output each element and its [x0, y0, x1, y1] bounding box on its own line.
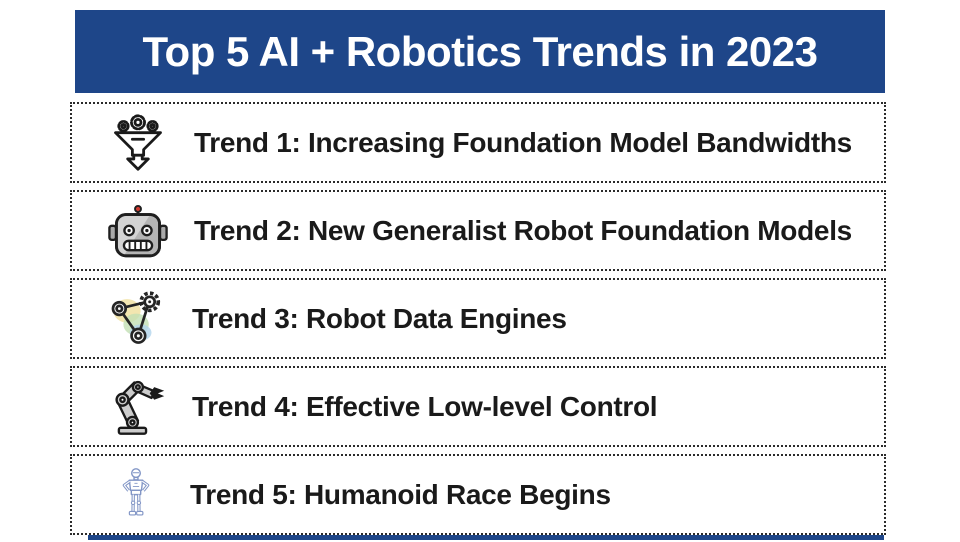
trend-label: Trend 3: Robot Data Engines [192, 302, 567, 334]
humanoid-robot-icon [108, 466, 164, 524]
funnel-gears-icon [108, 111, 168, 175]
gear-pulley-icon [108, 290, 166, 348]
trend-row-5: Trend 5: Humanoid Race Begins [70, 454, 886, 535]
page-title: Top 5 AI + Robotics Trends in 2023 [142, 27, 819, 75]
trend-row-3: Trend 3: Robot Data Engines [70, 278, 886, 359]
footer-accent-bar [88, 535, 884, 540]
trend-label: Trend 5: Humanoid Race Begins [190, 478, 611, 510]
robot-head-icon [108, 202, 168, 259]
trend-label: Trend 2: New Generalist Robot Foundation… [194, 214, 852, 246]
title-banner: Top 5 AI + Robotics Trends in 2023 [75, 10, 885, 93]
trend-list: Trend 1: Increasing Foundation Model Ban… [70, 102, 886, 542]
trend-row-1: Trend 1: Increasing Foundation Model Ban… [70, 102, 886, 183]
trend-label: Trend 1: Increasing Foundation Model Ban… [194, 126, 852, 158]
trend-row-4: Trend 4: Effective Low-level Control [70, 366, 886, 447]
trend-row-2: Trend 2: New Generalist Robot Foundation… [70, 190, 886, 271]
trend-label: Trend 4: Effective Low-level Control [192, 390, 658, 422]
robot-arm-icon [108, 378, 166, 436]
